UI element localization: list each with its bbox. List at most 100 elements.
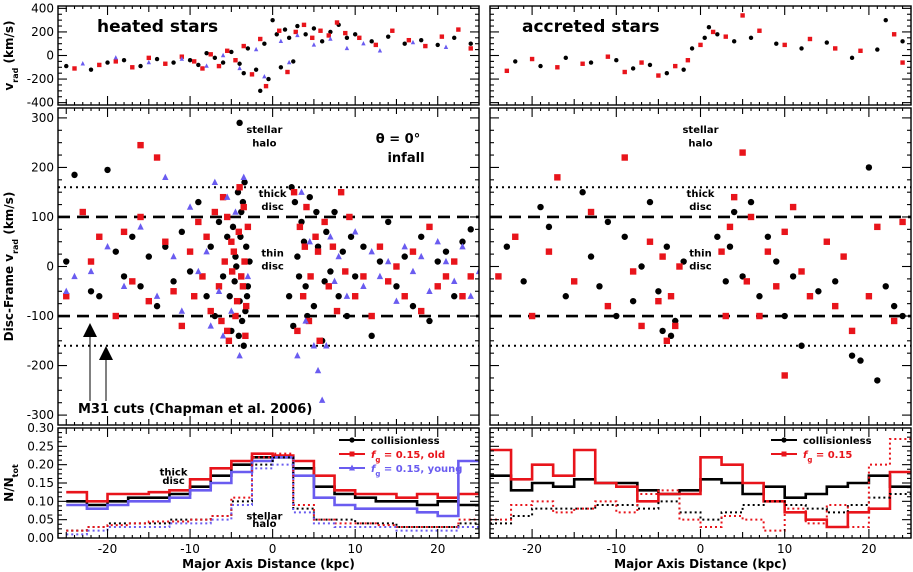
data-point-red [225,337,233,344]
x-axis-label: Major Axis Distance (kpc) [614,557,787,571]
data-point-red [376,243,384,250]
data-point-red [249,72,255,77]
data-point-red [146,55,152,61]
data-point-black [715,32,720,37]
data-point-black [207,243,214,250]
data-point-red [656,73,661,78]
data-point-black [832,278,839,285]
annotation-label: disc [689,261,712,272]
data-point-black [824,40,829,45]
data-point-black [883,17,888,23]
data-point-red [325,283,332,290]
data-point-red [587,208,595,216]
data-point-black [64,63,69,69]
data-point-black [722,278,729,285]
data-point-black [419,37,424,43]
data-point-red [242,332,249,340]
legend-marker [781,451,787,457]
data-point-black [300,238,308,245]
data-point-red [723,34,728,39]
data-point-black [426,317,433,325]
data-point-red [874,223,881,231]
data-point-black [756,293,763,300]
data-point-black [291,198,299,206]
data-point-black [663,243,671,250]
y-axis-label: N/Ntot [2,464,20,502]
data-point-red [333,307,341,315]
data-point-red [621,154,628,161]
data-point-blue [153,292,161,299]
data-point-red [301,22,307,28]
data-point-black [731,39,737,44]
x-tick-label: -10 [180,542,200,556]
data-point-black [655,288,662,295]
data-point-red [178,322,186,330]
data-point-blue [335,252,342,260]
data-point-red [153,154,161,161]
data-point-black [537,203,544,211]
annotation-label: thick [687,189,715,200]
data-point-red [72,66,77,71]
data-point-red [798,268,805,275]
annotation-label: halo [252,519,276,530]
data-point-red [224,213,231,221]
data-point-red [726,223,734,231]
data-point-black [667,332,675,340]
data-point-black [614,58,619,63]
data-point-red [310,35,315,41]
data-point-red [305,317,313,325]
plot-area [490,149,911,384]
data-point-red [221,258,228,265]
data-point-black [730,208,738,216]
annotation-label: disc [261,202,284,213]
data-point-red [390,28,395,33]
data-point-black [236,119,243,127]
data-point-blue [443,44,449,49]
data-point-red [739,149,746,156]
data-point-blue [162,173,169,181]
arrow-head [83,323,97,337]
x-axis-label: Major Axis Distance (kpc) [182,557,355,571]
data-point-black [295,23,300,29]
data-point-black [241,70,246,76]
data-point-red [87,258,95,265]
y-tick-label: -200 [27,359,54,373]
data-point-red [192,59,197,64]
data-point-blue [351,228,359,235]
x-tick-label: 0 [697,542,705,556]
data-point-black [579,189,586,196]
y-tick-label: 0 [46,49,54,63]
data-point-blue [328,36,333,41]
data-point-black [274,32,279,37]
data-point-blue [302,317,309,324]
panel-bottom-left: -20 -10 0 10 20 0.00 0.05 0.10 0.15 0.20 0.25 0.30 t… [2,421,480,571]
data-point-black [875,47,880,52]
data-point-black [238,208,245,216]
data-point-blue [236,351,243,359]
data-point-black [459,238,466,245]
data-point-red [605,54,611,59]
data-point-red [555,65,560,70]
data-point-red [230,248,238,255]
data-point-red [673,63,678,69]
data-point-red [545,248,553,255]
data-point-blue [170,252,177,260]
data-point-blue [63,287,70,294]
data-point-red [316,337,323,344]
data-point-black [327,268,334,275]
panel-top-left: -400 -200 0 200 400 vrad (km/s) [2,1,480,110]
data-point-black [748,35,754,41]
data-point-black [604,218,612,226]
annotation-label: thin [689,249,711,260]
data-point-blue [113,55,118,60]
data-point-black [613,312,620,320]
x-tick-label: -10 [606,542,626,556]
data-point-red [676,263,683,270]
y-tick-label: 0.30 [27,421,54,435]
data-point-red [301,243,309,250]
data-point-black [171,60,176,65]
annotation-label: disc [261,261,284,272]
data-point-blue [467,292,474,299]
data-point-blue [146,59,152,65]
